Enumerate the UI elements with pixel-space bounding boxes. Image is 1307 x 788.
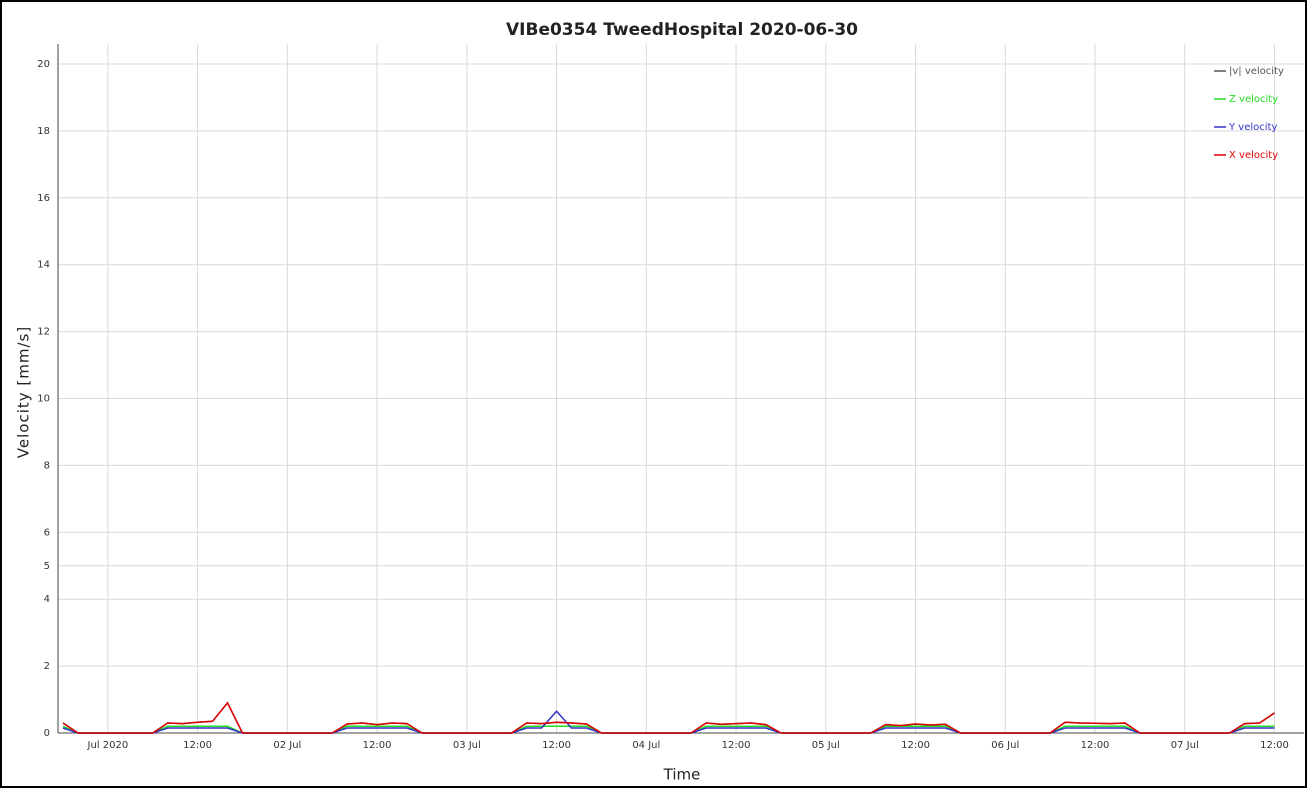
legend-label: Z velocity [1229,94,1278,105]
series-line [62,710,1275,734]
x-tick-label: 12:00 [722,740,751,751]
x-tick-label: 07 Jul [1171,740,1199,751]
x-tick-label: 12:00 [363,740,392,751]
y-tick-label: 18 [37,126,50,137]
x-tick-label: 02 Jul [273,740,301,751]
x-tick-label: Jul 2020 [87,740,129,751]
y-tick-label: 0 [44,728,50,739]
y-tick-label: 6 [44,527,50,538]
y-tick-label: 12 [37,327,50,338]
y-tick-label: 2 [44,661,50,672]
x-tick-label: 12:00 [183,740,212,751]
series-line [62,701,1275,734]
y-tick-label: 10 [37,394,50,405]
y-tick-label: 4 [44,594,50,605]
x-tick-label: 12:00 [1081,740,1110,751]
chart-title: VIBe0354 TweedHospital 2020-06-30 [506,20,858,40]
y-tick-label: 16 [37,193,50,204]
x-axis-label: Time [663,766,701,784]
legend-label: X velocity [1229,150,1278,161]
legend-label: |v| velocity [1229,66,1284,77]
x-tick-label: 06 Jul [991,740,1019,751]
x-tick-label: 04 Jul [632,740,660,751]
y-axis-label: Velocity [mm/s] [15,326,33,458]
y-tick-label: 8 [44,460,50,471]
x-tick-label: 03 Jul [453,740,481,751]
legend-label: Y velocity [1228,122,1277,133]
y-tick-label: 20 [37,59,50,70]
y-tick-label: 5 [44,561,50,572]
x-tick-label: 12:00 [1260,740,1289,751]
x-tick-label: 12:00 [542,740,571,751]
x-tick-label: 12:00 [901,740,930,751]
x-tick-label: 05 Jul [812,740,840,751]
y-tick-label: 14 [37,260,50,271]
